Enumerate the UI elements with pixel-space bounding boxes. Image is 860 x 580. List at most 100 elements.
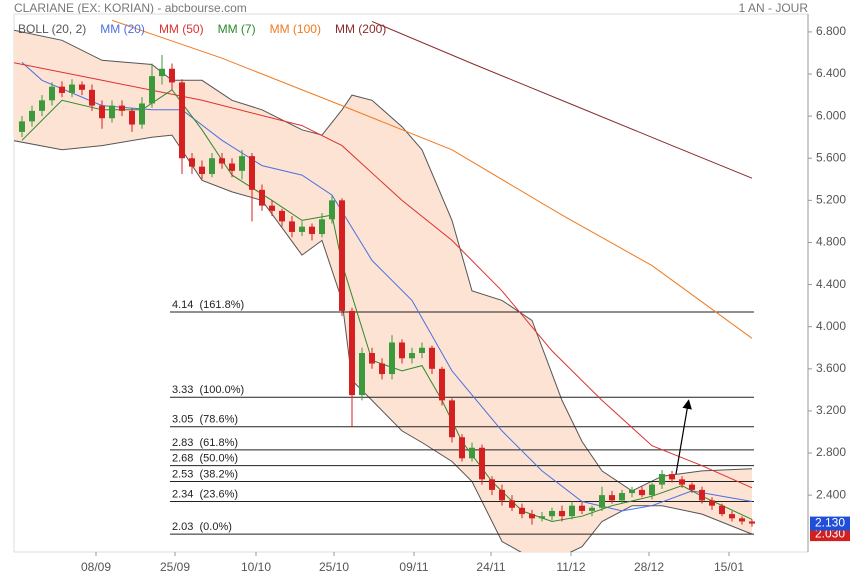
candle-body (409, 353, 415, 359)
bollinger-lower (14, 134, 753, 552)
candle-body (469, 447, 475, 459)
level-label: 3.05 (78.6%) (172, 414, 238, 426)
candle-body (499, 489, 505, 501)
candle-body (529, 514, 535, 519)
candle-body (739, 518, 745, 522)
x-tick-label: 15/01 (714, 560, 744, 574)
candle-body (259, 189, 265, 206)
candle-body (29, 110, 35, 122)
price-marker-label: 2.130 (815, 516, 845, 530)
candle-body (509, 500, 515, 508)
y-tick-label: 5.200 (816, 193, 846, 207)
annotation-arrow (675, 399, 692, 475)
level-label: 2.34 (23.6%) (172, 488, 238, 500)
y-tick-label: 5.600 (816, 150, 846, 164)
candle-body (549, 510, 555, 517)
legend-entry: MM (50) (159, 22, 204, 36)
candle-body (699, 489, 705, 501)
candle-body (619, 493, 625, 501)
candle-body (579, 505, 585, 511)
y-tick-label: 4.800 (816, 235, 846, 249)
y-tick-label: 3.200 (816, 403, 846, 417)
candle-body (279, 210, 285, 222)
candle-body (669, 474, 675, 480)
candle-body (319, 219, 325, 235)
candle-body (609, 495, 615, 501)
candle-body (399, 342, 405, 359)
candle-body (329, 200, 335, 220)
candle-body (589, 507, 595, 511)
candle-body (239, 156, 245, 171)
candle-body (249, 156, 255, 190)
levels-layer: 4.14 (161.8%) 3.33 (100.0%) 3.05 (78.6%) 2.… (170, 299, 754, 535)
y-tick-label: 6.800 (816, 24, 846, 38)
candle-body (489, 479, 495, 490)
legend-entry: MM (7) (218, 22, 256, 36)
x-tick-label: 28/12 (634, 560, 664, 574)
candle-body (569, 505, 575, 517)
y-tick-label: 4.000 (816, 319, 846, 333)
x-tick-label: 09/11 (399, 560, 428, 574)
candle-body (289, 221, 295, 232)
legend-entry: MM (20) (100, 22, 145, 36)
x-tick-label: 10/10 (241, 560, 271, 574)
legend-entry: MM (200) (335, 22, 386, 36)
price-marker (810, 527, 850, 542)
candle-body (229, 163, 235, 171)
candle-body (519, 507, 525, 515)
candle-body (269, 205, 275, 211)
x-tick-label: 08/09 (81, 560, 111, 574)
bollinger-fill (14, 30, 752, 552)
candle-body (379, 363, 385, 375)
x-tick-label: 24/11 (476, 560, 505, 574)
candle-body (159, 68, 165, 77)
candle-body (389, 342, 395, 375)
candle-body (349, 310, 355, 396)
candle-body (189, 158, 195, 167)
ma-line (21, 62, 753, 512)
price-marker (810, 516, 850, 531)
legend-entry: BOLL (20, 2) (18, 22, 86, 36)
candle-body (149, 76, 155, 104)
candle-body (219, 158, 225, 164)
candle-body (209, 158, 215, 175)
candle-body (69, 84, 75, 93)
candle-body (419, 347, 425, 354)
candle-body (599, 495, 605, 508)
candle-body (749, 521, 755, 524)
level-label: 4.14 (161.8%) (172, 299, 244, 311)
candle-body (129, 110, 135, 125)
y-tick-label: 4.400 (816, 277, 846, 291)
candle-body (79, 84, 85, 90)
candle-body (719, 505, 725, 515)
candle-body (429, 347, 435, 369)
candle-body (299, 226, 305, 232)
candle-body (439, 368, 445, 401)
candle-body (729, 514, 735, 519)
level-label: 2.03 (0.0%) (172, 521, 232, 533)
candle-body (139, 103, 145, 125)
x-tick-label: 25/09 (160, 560, 190, 574)
level-label: 3.33 (100.0%) (172, 384, 244, 396)
candle-body (49, 86, 55, 101)
candle-body (459, 437, 465, 459)
candle-body (19, 121, 25, 132)
y-tick-label: 6.000 (816, 108, 846, 122)
candles-layer (19, 55, 755, 527)
candle-body (359, 353, 365, 396)
candle-body (119, 105, 125, 111)
candle-body (479, 447, 485, 480)
candle-body (629, 489, 635, 494)
candle-body (39, 100, 45, 111)
ma-line (111, 19, 753, 339)
level-label: 2.53 (38.2%) (172, 468, 238, 480)
legend-entry: MM (100) (270, 22, 321, 36)
candle-body (559, 510, 565, 517)
period: 1 AN - JOUR (739, 1, 809, 15)
y-tick-label: 2.800 (816, 445, 846, 459)
candle-body (99, 105, 105, 119)
candle-body (169, 68, 175, 83)
candle-body (309, 226, 315, 235)
candle-body (369, 353, 375, 364)
